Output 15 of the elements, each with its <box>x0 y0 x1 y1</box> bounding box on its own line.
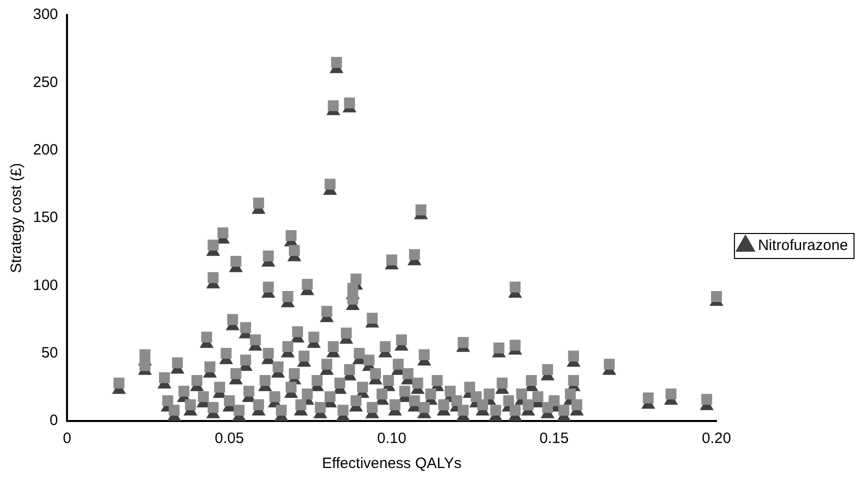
y-tick-label: 50 <box>41 344 58 362</box>
x-tick-label: 0.10 <box>377 430 406 448</box>
x-tick-label: 0 <box>62 430 72 448</box>
y-tick-label: 250 <box>32 74 58 91</box>
x-axis-title: Effectiveness QALYs <box>322 455 462 472</box>
y-tick-label: 100 <box>32 276 58 294</box>
y-tick-label: 150 <box>32 209 58 226</box>
x-tick-label: 0.15 <box>539 430 569 448</box>
y-axis-title: Strategy cost (£) <box>8 162 26 274</box>
y-tick-label: 300 <box>32 6 58 24</box>
y-tick-label: 200 <box>32 141 58 158</box>
y-tick-label: 0 <box>50 412 58 430</box>
legend-label: Nitrofurazone <box>758 237 848 254</box>
x-tick-label: 0.05 <box>214 430 244 448</box>
x-tick-label: 0.20 <box>702 430 732 448</box>
